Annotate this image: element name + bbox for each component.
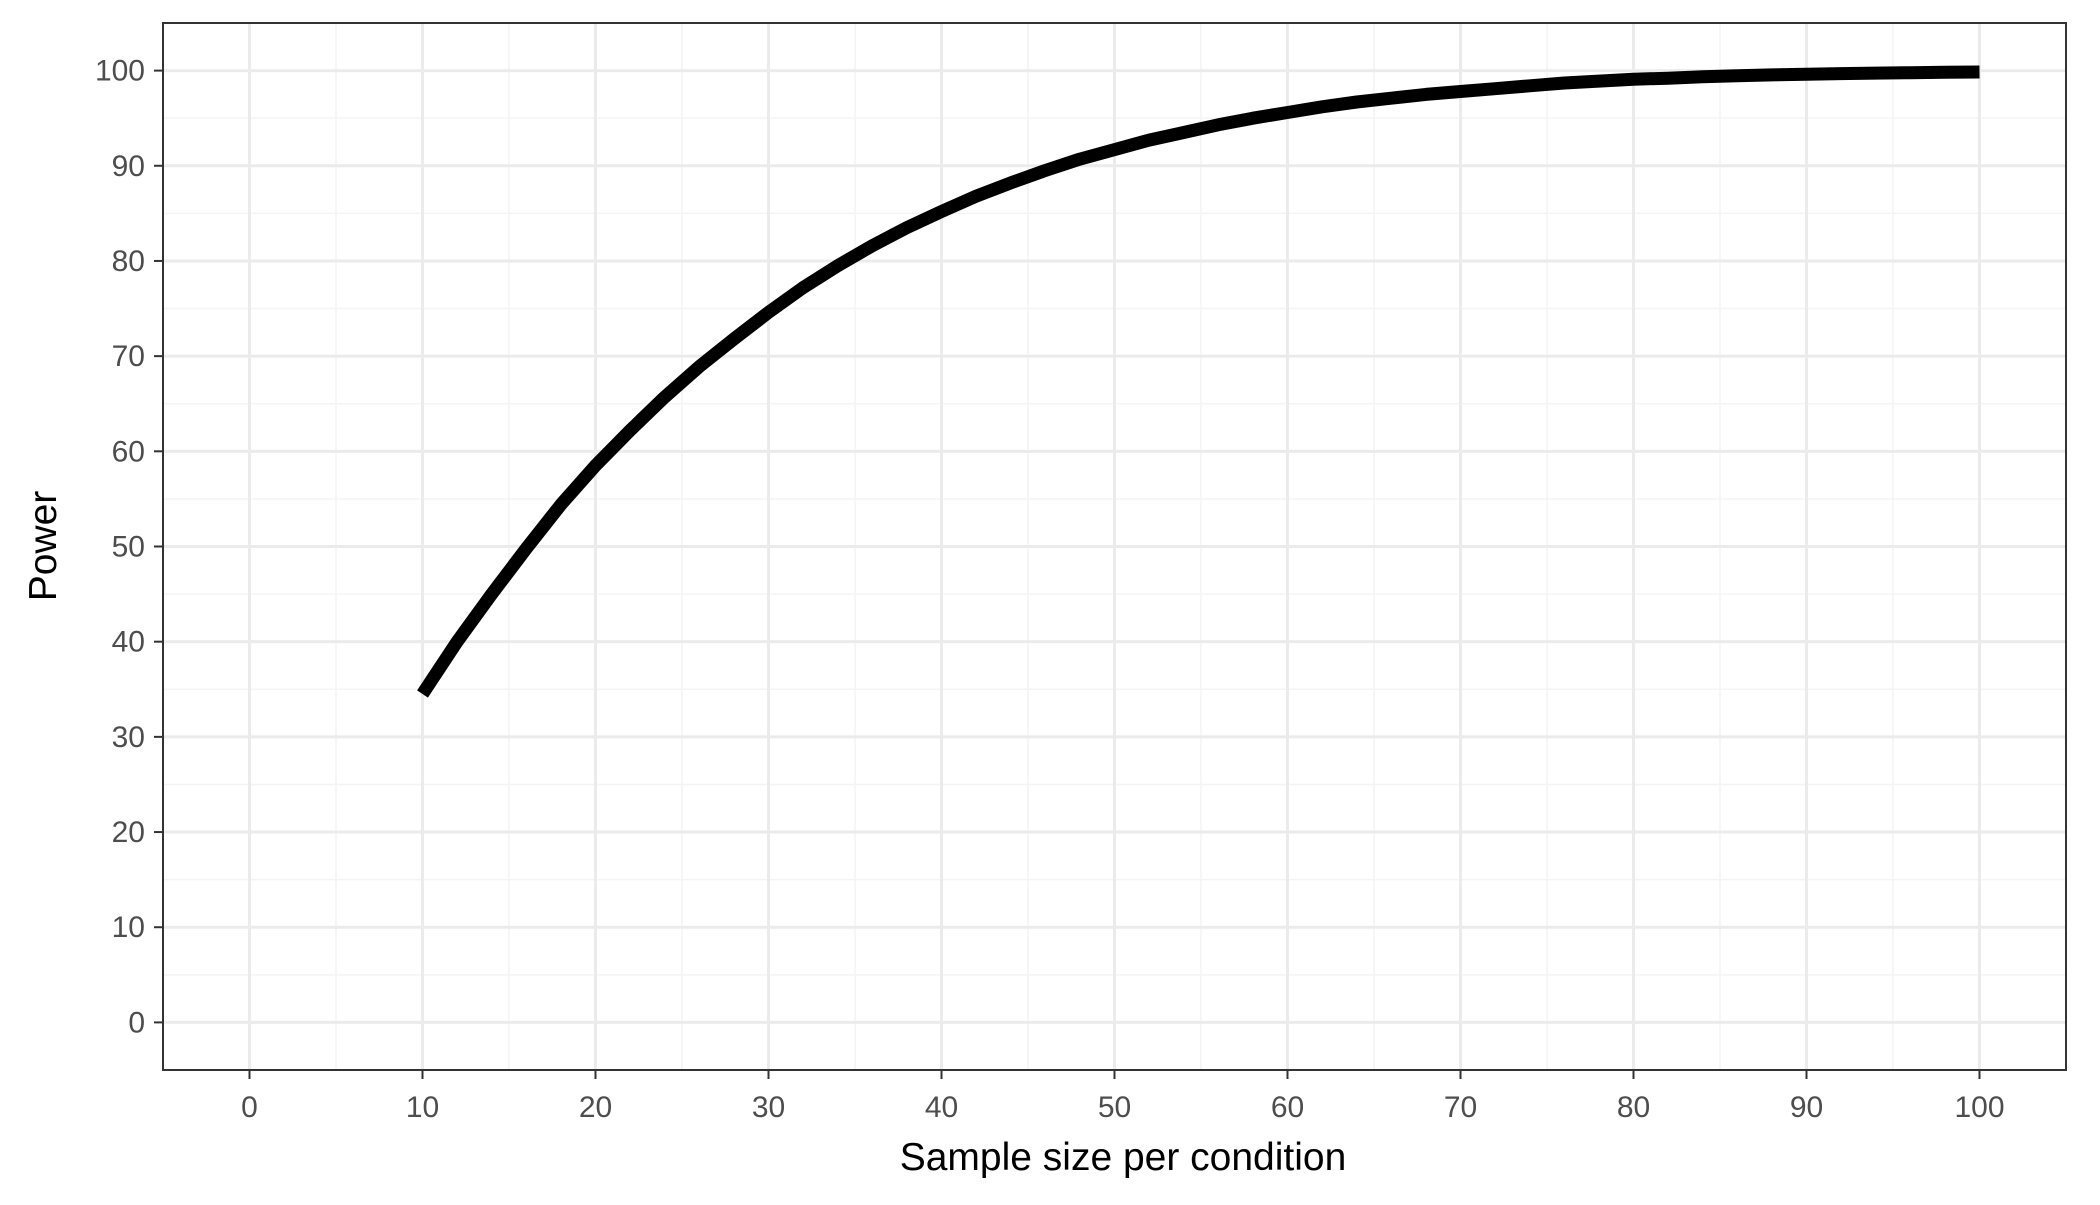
axis-ticks: 0 10 20 30 40 50 60 70 80 90 100 0 10 20 30 40 50 60 70 80 9… xyxy=(95,55,2005,1124)
y-tick-label: 50 xyxy=(112,531,145,564)
panel-border xyxy=(162,22,2067,1071)
y-tick-label: 80 xyxy=(112,245,145,278)
x-tick-label: 70 xyxy=(1444,1091,1477,1124)
x-tick-label: 30 xyxy=(752,1091,785,1124)
y-tick-label: 100 xyxy=(95,55,145,88)
y-tick-label: 60 xyxy=(112,435,145,468)
x-tick-label: 50 xyxy=(1098,1091,1131,1124)
y-tick-label: 40 xyxy=(112,626,145,659)
series-layer xyxy=(417,65,1980,698)
x-tick-label: 90 xyxy=(1790,1091,1823,1124)
y-tick-label: 20 xyxy=(112,816,145,849)
x-tick-label: 20 xyxy=(579,1091,612,1124)
y-tick-label: 70 xyxy=(112,340,145,373)
power-curve-line xyxy=(417,65,1980,698)
x-tick-label: 40 xyxy=(925,1091,958,1124)
x-tick-label: 0 xyxy=(241,1091,258,1124)
y-tick-label: 90 xyxy=(112,150,145,183)
x-tick-label: 60 xyxy=(1271,1091,1304,1124)
y-axis-title: Power xyxy=(22,491,65,602)
y-tick-label: 10 xyxy=(112,911,145,944)
y-tick-label: 30 xyxy=(112,721,145,754)
x-tick-label: 80 xyxy=(1617,1091,1650,1124)
y-tick-label: 0 xyxy=(128,1006,145,1039)
x-tick-label: 100 xyxy=(1954,1091,2004,1124)
x-axis-title: Sample size per condition xyxy=(900,1136,1347,1179)
x-tick-label: 10 xyxy=(406,1091,439,1124)
